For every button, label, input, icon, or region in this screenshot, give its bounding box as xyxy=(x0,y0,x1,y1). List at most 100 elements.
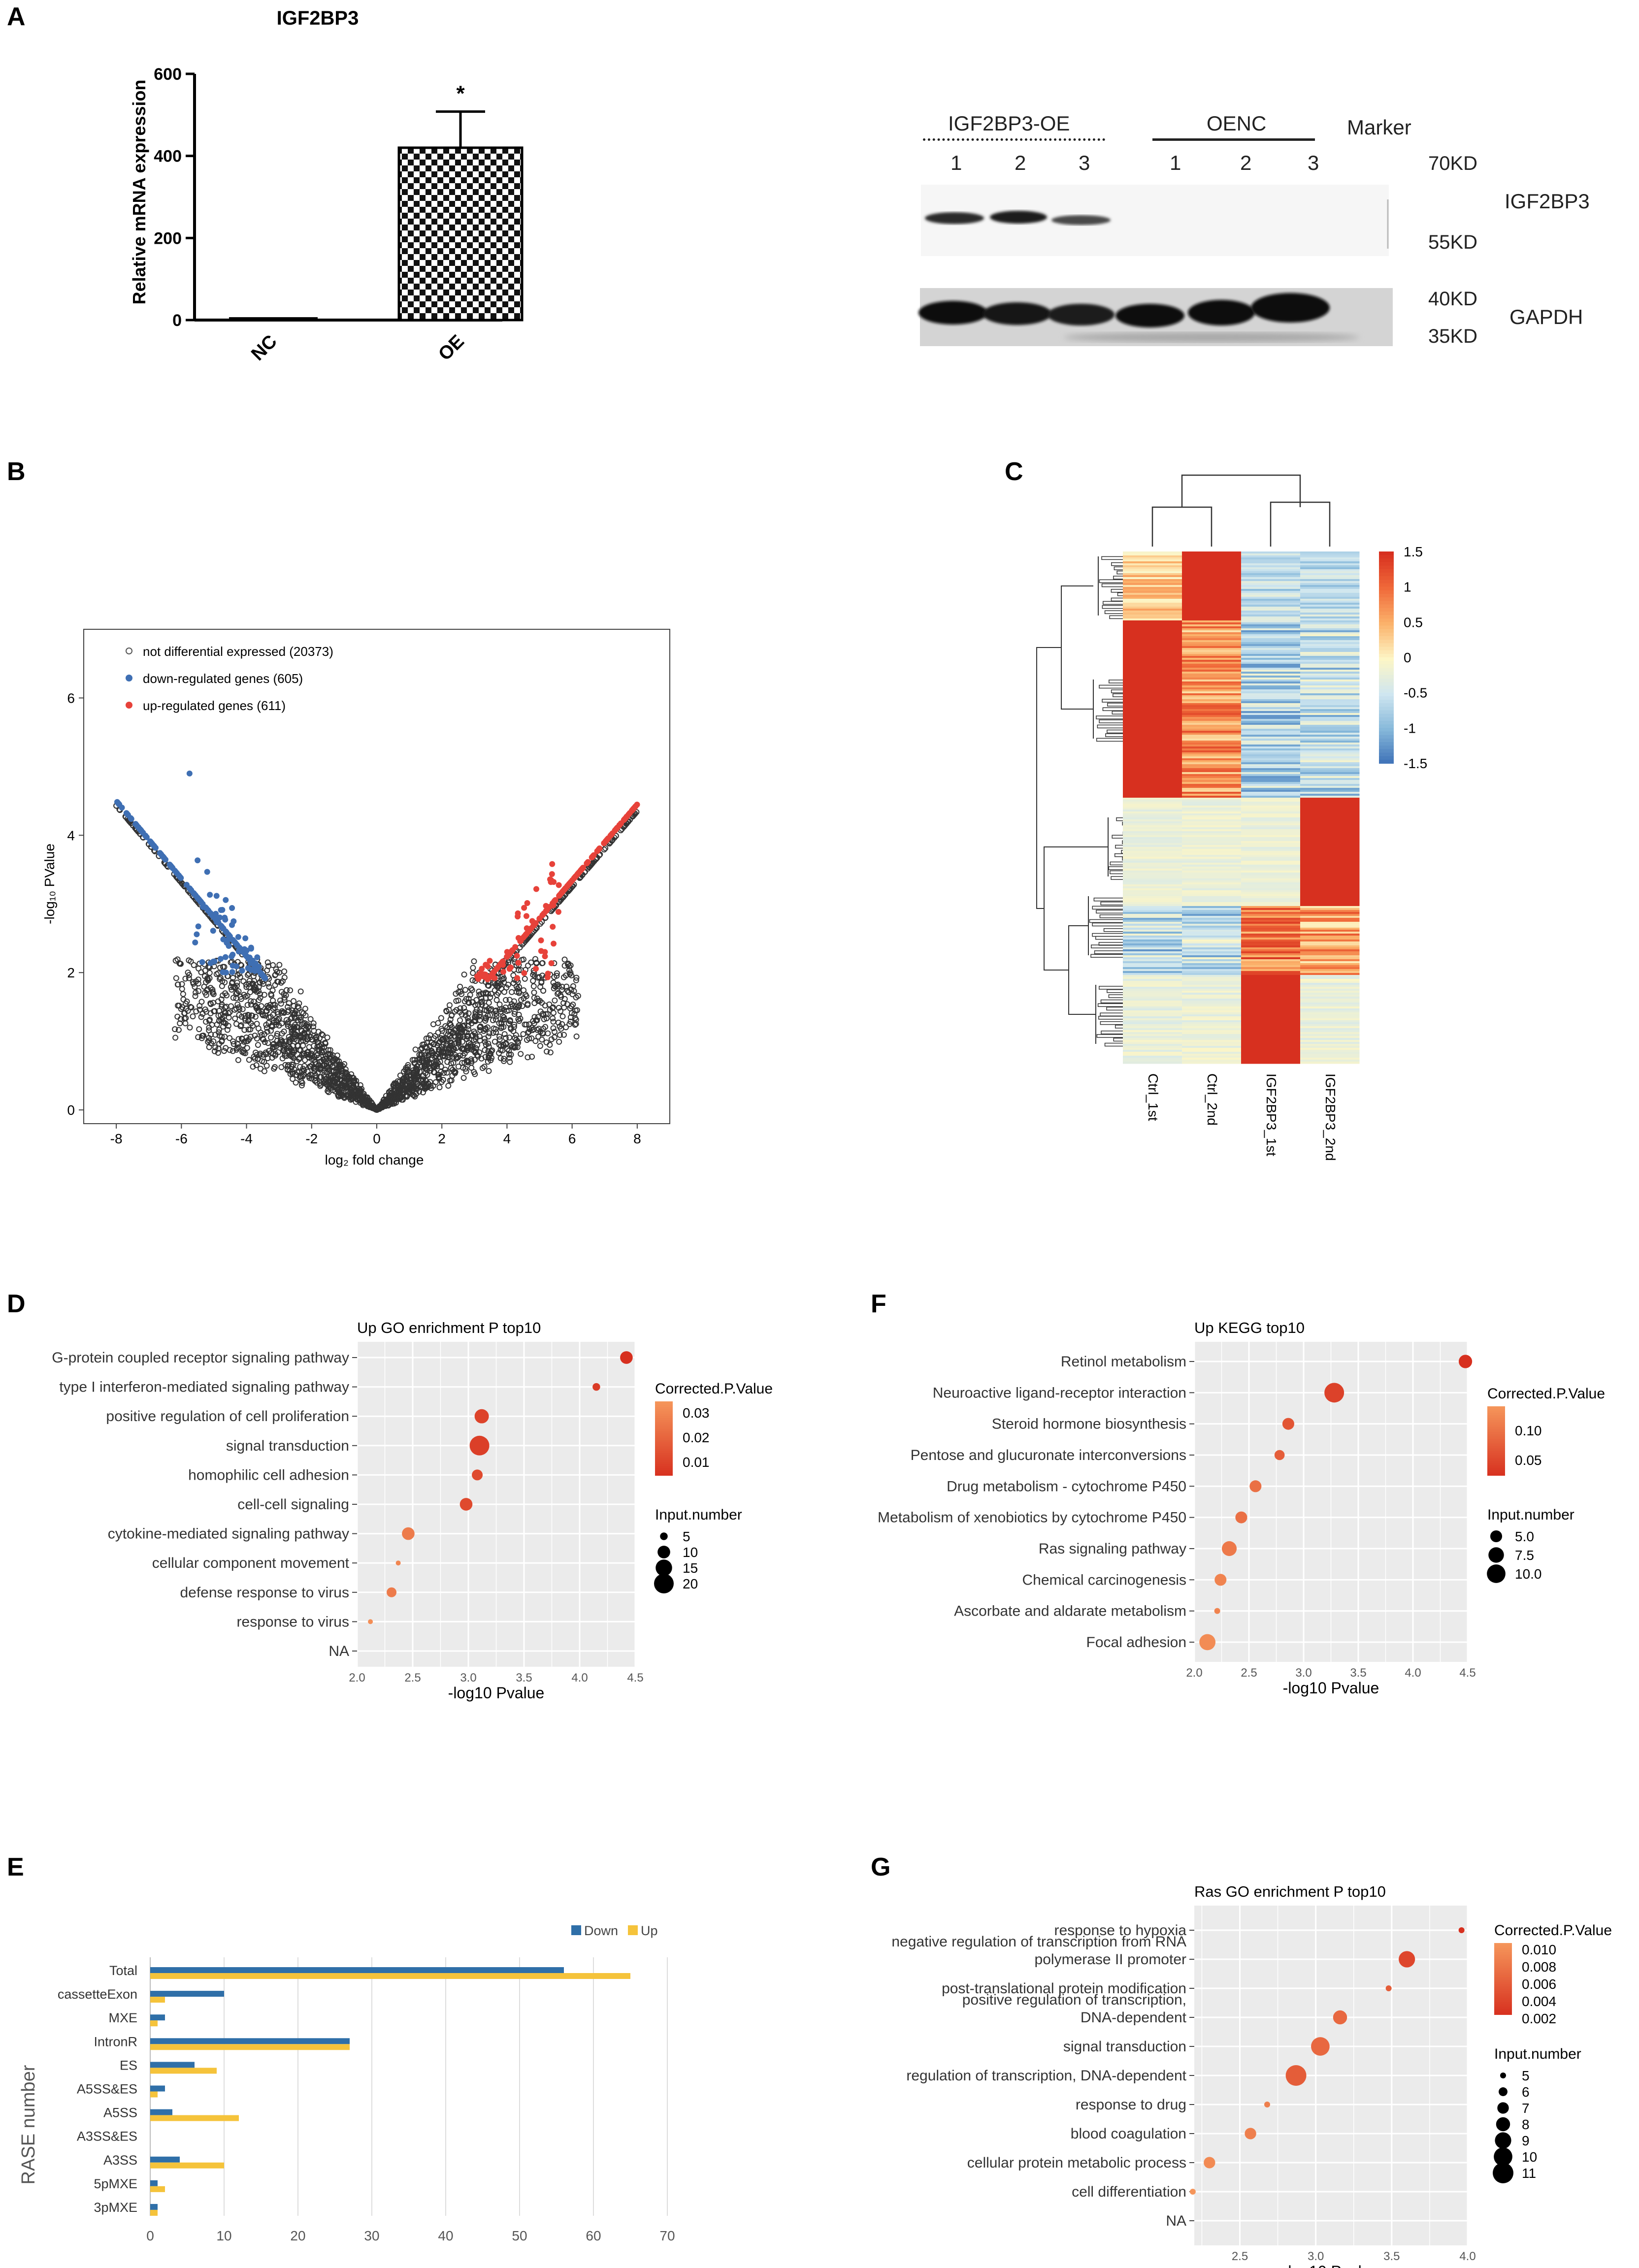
panel-c-cell xyxy=(1241,904,1301,907)
panel-c-cell xyxy=(1241,662,1301,664)
panel-c-cell xyxy=(1241,867,1301,869)
panel-b-point-ns xyxy=(274,978,280,985)
panel-b-point-ns xyxy=(466,1018,472,1025)
panel-g-term-label: post-translational protein modification xyxy=(942,1980,1186,1997)
panel-c-cell xyxy=(1182,668,1242,670)
panel-c-cell xyxy=(1300,837,1360,840)
panel-c-cell xyxy=(1241,827,1301,830)
panel-f-color-legend-segment xyxy=(1487,1446,1505,1448)
panel-c-cell xyxy=(1241,613,1301,615)
panel-c-row-dendro-leaf xyxy=(1102,707,1123,711)
panel-c-cell xyxy=(1241,652,1301,654)
panel-c-cell xyxy=(1182,1038,1242,1040)
panel-b-point-ns xyxy=(293,1008,299,1014)
panel-b-point-ns xyxy=(556,1038,562,1045)
panel-b-point-ns xyxy=(462,1012,469,1019)
panel-c-cell xyxy=(1300,819,1360,822)
panel-b-point-down xyxy=(210,928,216,934)
panel-c-cell xyxy=(1182,638,1242,641)
panel-c-cell xyxy=(1300,772,1360,775)
panel-c-cell xyxy=(1123,599,1182,601)
panel-g-color-legend-segment xyxy=(1494,2000,1512,2003)
panel-c-cell xyxy=(1241,650,1301,652)
panel-b-point-ns xyxy=(302,1057,308,1064)
panel-b-point-ns xyxy=(571,988,577,994)
panel-b-point-ns xyxy=(566,1021,573,1027)
panel-b-point-down xyxy=(254,954,261,961)
panel-c-cell xyxy=(1300,884,1360,887)
panel-a-significance: * xyxy=(456,82,465,106)
panel-d-xtick-label: 3.5 xyxy=(516,1671,532,1685)
panel-c-cell xyxy=(1182,835,1242,838)
panel-c-cell xyxy=(1182,1014,1242,1017)
panel-b-point-ns xyxy=(269,1055,275,1061)
panel-d-dot xyxy=(469,1435,490,1456)
panel-c-row-dendro-leaf xyxy=(1102,605,1123,609)
panel-e-bar-up xyxy=(150,2068,217,2074)
panel-c-row-dendro-leaf xyxy=(1089,919,1123,923)
panel-c-cell xyxy=(1241,782,1301,784)
panel-c-cell xyxy=(1300,709,1360,712)
panel-e-bar-down xyxy=(150,2062,195,2068)
panel-b-point-ns xyxy=(557,1008,563,1014)
panel-c-cell xyxy=(1241,778,1301,780)
panel-c-cell xyxy=(1300,573,1360,576)
panel-c-scale-segment xyxy=(1379,717,1394,721)
panel-c-cell xyxy=(1241,681,1301,684)
panel-d-term-label: cell-cell signaling xyxy=(237,1496,349,1513)
panel-b-point-ns xyxy=(255,1042,261,1048)
panel-c-cell xyxy=(1182,869,1242,871)
panel-c-cell xyxy=(1123,770,1182,773)
panel-c-cell xyxy=(1300,725,1360,727)
panel-b-point-ns xyxy=(416,1051,423,1058)
panel-d-color-legend-segment xyxy=(655,1471,673,1474)
panel-b-point-ns xyxy=(513,1004,519,1010)
panel-d-term-label: G-protein coupled receptor signaling pat… xyxy=(52,1350,349,1366)
panel-b-point-ns xyxy=(230,1041,237,1047)
panel-c-cell xyxy=(1300,599,1360,601)
panel-c-cell xyxy=(1300,804,1360,806)
panel-c-cell xyxy=(1123,884,1182,887)
panel-f-color-legend-segment xyxy=(1487,1451,1505,1454)
panel-b-point-down xyxy=(235,948,242,955)
panel-c-cell xyxy=(1241,823,1301,826)
panel-c-cell xyxy=(1182,999,1242,1001)
panel-b-point-ns xyxy=(312,1075,319,1081)
panel-c-cell xyxy=(1241,912,1301,914)
panel-c-cell xyxy=(1182,882,1242,885)
panel-c-cell xyxy=(1300,624,1360,627)
panel-b-point-ns xyxy=(521,987,527,994)
panel-c-cell xyxy=(1123,926,1182,928)
panel-c-cell xyxy=(1182,776,1242,778)
panel-c-cell xyxy=(1241,861,1301,863)
panel-b-point-ns xyxy=(462,987,468,993)
panel-b-point-ns xyxy=(212,1044,219,1051)
panel-c-cell xyxy=(1300,865,1360,867)
panel-c-cell xyxy=(1123,867,1182,869)
panel-c-cell xyxy=(1241,770,1301,773)
panel-c-cell xyxy=(1123,577,1182,580)
panel-c-cell xyxy=(1123,965,1182,968)
panel-b-point-ns xyxy=(493,1007,499,1014)
panel-c-scale-segment xyxy=(1379,632,1394,637)
panel-c-cell xyxy=(1300,839,1360,842)
panel-c-cell xyxy=(1123,813,1182,816)
panel-b-point-ns xyxy=(266,1004,272,1010)
panel-b-point-ns xyxy=(338,1068,344,1074)
panel-c-cell xyxy=(1123,859,1182,861)
panel-c-cell xyxy=(1241,817,1301,820)
panel-c-cell xyxy=(1300,827,1360,830)
panel-c-cell xyxy=(1123,597,1182,599)
panel-f-size-legend-label: 10.0 xyxy=(1515,1566,1542,1582)
panel-c-cell xyxy=(1300,707,1360,710)
panel-c-cell xyxy=(1123,857,1182,859)
panel-c-cell xyxy=(1241,989,1301,991)
panel-b-point-ns xyxy=(540,988,547,994)
panel-c-cell xyxy=(1300,571,1360,574)
panel-e-bar-up xyxy=(150,2162,224,2169)
panel-c-scale-segment xyxy=(1379,738,1394,743)
panel-c-cell xyxy=(1182,918,1242,920)
panel-c-cell xyxy=(1241,892,1301,895)
panel-b-point-ns xyxy=(404,1069,410,1075)
panel-c-cell xyxy=(1241,930,1301,932)
